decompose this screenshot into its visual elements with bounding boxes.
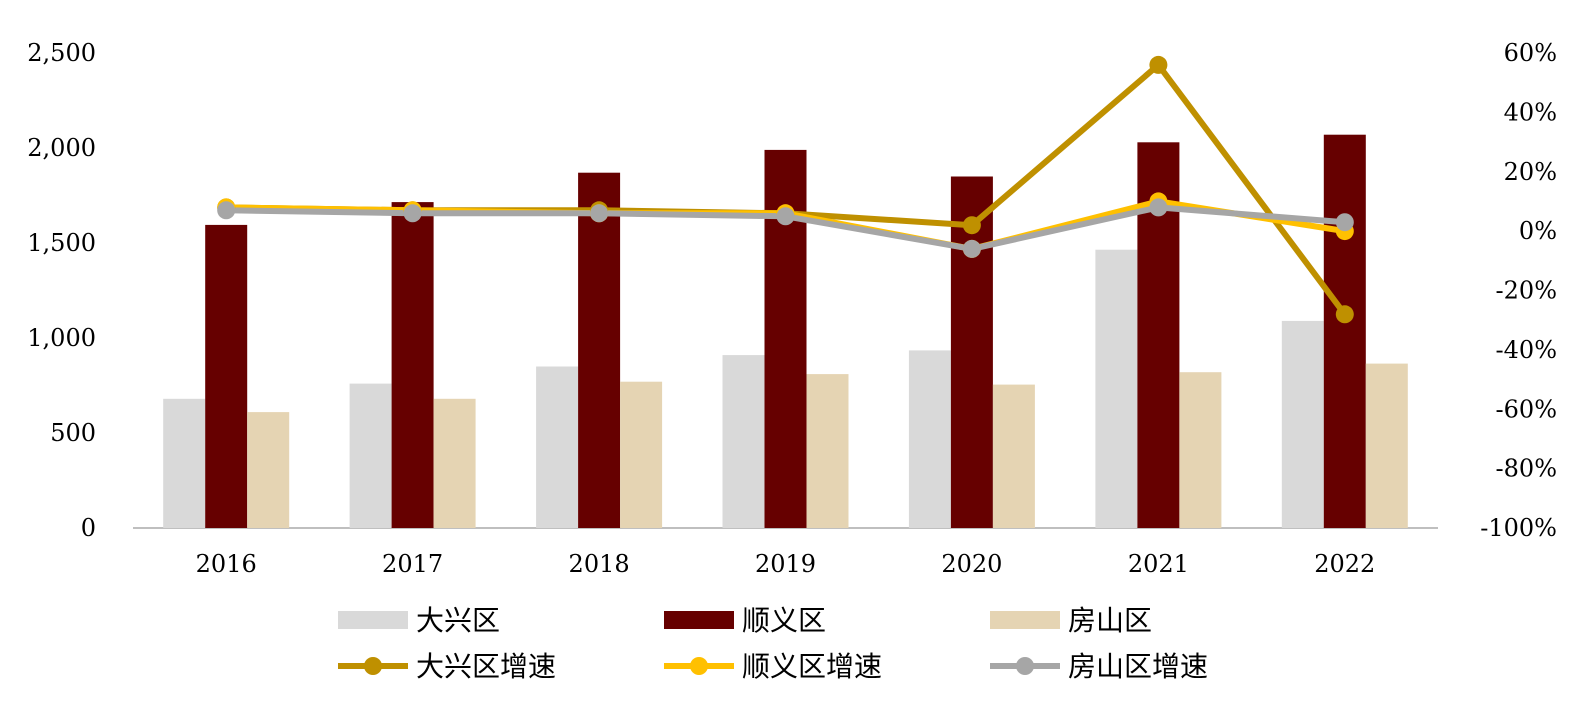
x-axis-ticks: 2016 2017 2018 2019 2020 2021 2022	[196, 550, 1376, 578]
right-tick-label: -100%	[1480, 514, 1557, 542]
x-tick-label: 2022	[1314, 550, 1375, 578]
bar-房山区-2017	[433, 398, 476, 528]
x-tick-label: 2020	[941, 550, 1002, 578]
bar-大兴区-2018	[536, 366, 579, 528]
x-tick-label: 2019	[755, 550, 816, 578]
bar-房山区-2020	[992, 384, 1035, 528]
bar-顺义区-2018	[578, 172, 621, 528]
point-房山区增速-2022	[1335, 213, 1354, 232]
legend-marker-顺义区增速	[690, 657, 708, 675]
point-房山区增速-2018	[590, 204, 609, 223]
bar-顺义区-2022	[1323, 134, 1366, 528]
legend-swatch-顺义区	[664, 611, 734, 629]
line-group	[217, 55, 1354, 324]
point-大兴区增速-2022	[1335, 305, 1354, 324]
bar-顺义区-2017	[391, 202, 434, 528]
bar-房山区-2021	[1179, 372, 1222, 528]
legend-label-大兴区: 大兴区	[416, 604, 500, 637]
bar-房山区-2018	[620, 381, 663, 528]
point-房山区增速-2021	[1149, 198, 1168, 217]
right-tick-label: 0%	[1519, 217, 1557, 245]
point-大兴区增速-2021	[1149, 55, 1168, 74]
point-房山区增速-2016	[217, 201, 236, 220]
point-房山区增速-2017	[403, 204, 422, 223]
legend-marker-大兴区增速	[364, 657, 382, 675]
bar-顺义区-2016	[205, 224, 248, 528]
right-tick-label: -20%	[1496, 277, 1557, 305]
point-房山区增速-2019	[776, 207, 795, 226]
right-tick-label: -40%	[1496, 336, 1557, 364]
left-tick-label: 0	[81, 514, 96, 542]
x-tick-label: 2018	[569, 550, 630, 578]
bar-group	[163, 134, 1408, 529]
left-tick-label: 1,500	[27, 229, 96, 257]
left-tick-label: 2,500	[27, 39, 96, 67]
bar-顺义区-2020	[950, 176, 993, 528]
legend-label-房山区: 房山区	[1068, 604, 1152, 637]
left-axis-ticks: 0 500 1,000 1,500 2,000 2,500	[27, 39, 96, 542]
left-tick-label: 1,000	[27, 324, 96, 352]
point-大兴区增速-2020	[962, 216, 981, 235]
left-tick-label: 500	[50, 419, 96, 447]
x-tick-label: 2017	[382, 550, 443, 578]
legend-label-房山区增速: 房山区增速	[1068, 650, 1208, 683]
legend-swatch-房山区	[990, 611, 1060, 629]
legend-marker-房山区增速	[1016, 657, 1034, 675]
right-tick-label: -80%	[1496, 455, 1557, 483]
right-tick-label: 40%	[1504, 98, 1557, 126]
legend-swatch-大兴区	[338, 611, 408, 629]
bar-大兴区-2016	[163, 398, 206, 528]
x-tick-label: 2021	[1128, 550, 1189, 578]
right-axis-ticks: -100% -80% -60% -40% -20% 0% 20% 40% 60%	[1480, 39, 1557, 542]
x-tick-label: 2016	[196, 550, 257, 578]
right-tick-label: 60%	[1504, 39, 1557, 67]
bar-大兴区-2022	[1281, 320, 1324, 528]
right-tick-label: 20%	[1504, 158, 1557, 186]
bar-大兴区-2019	[722, 355, 765, 528]
left-tick-label: 2,000	[27, 134, 96, 162]
bar-大兴区-2020	[908, 350, 951, 528]
bar-大兴区-2021	[1095, 249, 1138, 528]
legend-label-大兴区增速: 大兴区增速	[416, 650, 556, 683]
legend-label-顺义区: 顺义区	[742, 604, 826, 637]
bar-房山区-2022	[1365, 363, 1408, 528]
bar-房山区-2016	[247, 412, 290, 528]
legend-label-顺义区增速: 顺义区增速	[742, 650, 882, 683]
right-tick-label: -60%	[1496, 395, 1557, 423]
bar-房山区-2019	[806, 374, 849, 528]
point-房山区增速-2020	[962, 239, 981, 258]
bar-大兴区-2017	[349, 383, 392, 528]
